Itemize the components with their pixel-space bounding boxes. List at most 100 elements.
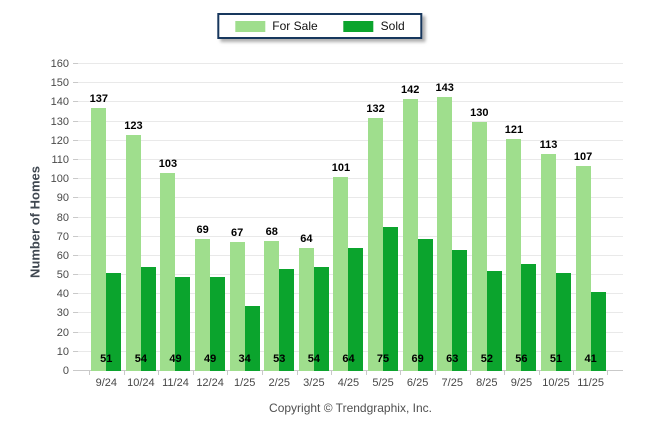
y-tick-label: 90 — [56, 192, 69, 205]
sold-bar — [210, 277, 226, 371]
bar-pair — [125, 135, 156, 371]
y-tick-mark — [73, 63, 78, 64]
sold-value-label: 49 — [169, 353, 182, 365]
y-tick-mark — [73, 158, 78, 160]
legend-item-for-sale: For Sale — [235, 19, 318, 33]
for-sale-value-label: 69 — [196, 224, 209, 236]
x-tick-mark — [89, 371, 90, 375]
sold-bar — [486, 271, 502, 371]
for-sale-value-label: 101 — [331, 162, 351, 174]
for-sale-bar — [402, 99, 418, 371]
bar-group: 68 53 2/25 — [261, 64, 297, 389]
bar-group: 123 54 10/24 — [123, 64, 159, 389]
y-tick-mark — [73, 350, 78, 352]
sold-value-label: 52 — [480, 353, 493, 365]
x-tick-label: 10/24 — [127, 377, 155, 389]
y-tick-label: 20 — [56, 326, 69, 339]
bar-group: 142 69 6/25 — [400, 64, 435, 389]
y-tick-mark — [73, 82, 78, 84]
bar-pair — [402, 99, 433, 371]
sold-value-label: 54 — [307, 353, 320, 365]
x-tick-label: 9/25 — [510, 377, 533, 389]
y-tick-label: 60 — [56, 249, 69, 262]
x-tick-label: 1/25 — [233, 377, 256, 389]
sold-value-label: 63 — [446, 353, 459, 365]
gridline — [78, 139, 623, 141]
bar-pair — [264, 241, 295, 371]
bar-pair — [575, 166, 606, 371]
sold-value-label: 51 — [100, 353, 113, 365]
legend-item-sold: Sold — [343, 19, 405, 33]
y-tick-mark — [73, 293, 78, 295]
y-tick-mark — [73, 197, 78, 199]
y-tick-label: 120 — [50, 134, 69, 147]
gridline — [78, 216, 623, 218]
gridline — [78, 178, 623, 180]
y-tick-label: 160 — [50, 58, 69, 70]
sold-bar — [383, 227, 399, 371]
bar-group: 107 41 11/25 — [573, 64, 608, 389]
x-tick-mark — [227, 371, 229, 375]
for-sale-value-label: 68 — [265, 226, 278, 238]
sold-bar — [521, 264, 537, 371]
x-tick-mark — [192, 371, 194, 375]
sold-value-label: 49 — [203, 353, 217, 365]
x-tick-mark — [607, 371, 608, 375]
bar-pair — [91, 108, 122, 371]
sold-bar — [348, 248, 364, 371]
y-tick-mark — [73, 235, 78, 237]
sold-legend-label: Sold — [380, 19, 405, 33]
y-tick-label: 110 — [51, 153, 69, 166]
bar-pair — [471, 122, 502, 371]
y-tick-label: 70 — [56, 230, 69, 243]
x-tick-label: 11/25 — [577, 377, 604, 389]
bar-pair — [160, 173, 191, 371]
bar-pair — [333, 177, 364, 371]
x-tick-label: 9/24 — [95, 377, 118, 389]
bar-pair — [437, 97, 468, 371]
y-tick-label: 100 — [50, 173, 69, 186]
x-tick-label: 4/25 — [337, 377, 360, 389]
x-tick-label: 11/24 — [162, 377, 189, 389]
plot-area: 0 10 20 30 40 50 60 70 80 90 100 110 120 130 140 150 160… — [51, 58, 623, 389]
for-sale-value-label: 67 — [231, 227, 244, 239]
bar-group: 101 64 4/25 — [331, 64, 366, 389]
for-sale-bar — [575, 166, 591, 371]
y-tick-mark — [73, 120, 78, 122]
for-sale-bar — [125, 135, 141, 371]
x-tick-label: 6/25 — [406, 377, 429, 389]
y-tick-label: 30 — [56, 307, 69, 320]
x-tick-mark — [538, 371, 540, 375]
for-sale-bar — [264, 241, 280, 371]
y-tick-mark — [73, 178, 78, 180]
for-sale-value-label: 64 — [300, 233, 313, 245]
for-sale-bar — [541, 154, 557, 371]
x-tick-mark — [400, 371, 402, 375]
x-tick-label: 5/25 — [372, 377, 394, 389]
bar-group: 137 51 9/24 — [89, 64, 124, 389]
for-sale-value-label: 103 — [158, 158, 178, 170]
bar-group: 130 52 8/25 — [469, 64, 505, 389]
sold-value-label: 75 — [376, 353, 390, 365]
for-sale-value-label: 107 — [573, 151, 593, 163]
bar-group: 64 54 3/25 — [296, 64, 332, 389]
sold-bar — [244, 306, 260, 371]
gridline — [78, 235, 623, 237]
bar-pair — [541, 154, 572, 371]
for-sale-bar — [368, 118, 384, 371]
y-tick-label: 150 — [50, 77, 69, 90]
sold-bar — [556, 273, 572, 371]
legend: For Sale Sold — [217, 13, 423, 39]
sold-value-label: 54 — [134, 353, 148, 365]
sold-value-label: 69 — [411, 353, 424, 365]
y-tick-label: 10 — [56, 345, 69, 358]
y-axis-title: Number of Homes — [27, 166, 43, 278]
x-tick-mark — [365, 371, 367, 375]
bar-group: 69 49 12/24 — [192, 64, 228, 389]
y-tick-label: 80 — [56, 211, 69, 224]
for-sale-swatch — [235, 20, 266, 32]
sold-bar — [313, 267, 329, 371]
for-sale-bar — [471, 122, 487, 371]
x-tick-mark — [296, 371, 298, 375]
